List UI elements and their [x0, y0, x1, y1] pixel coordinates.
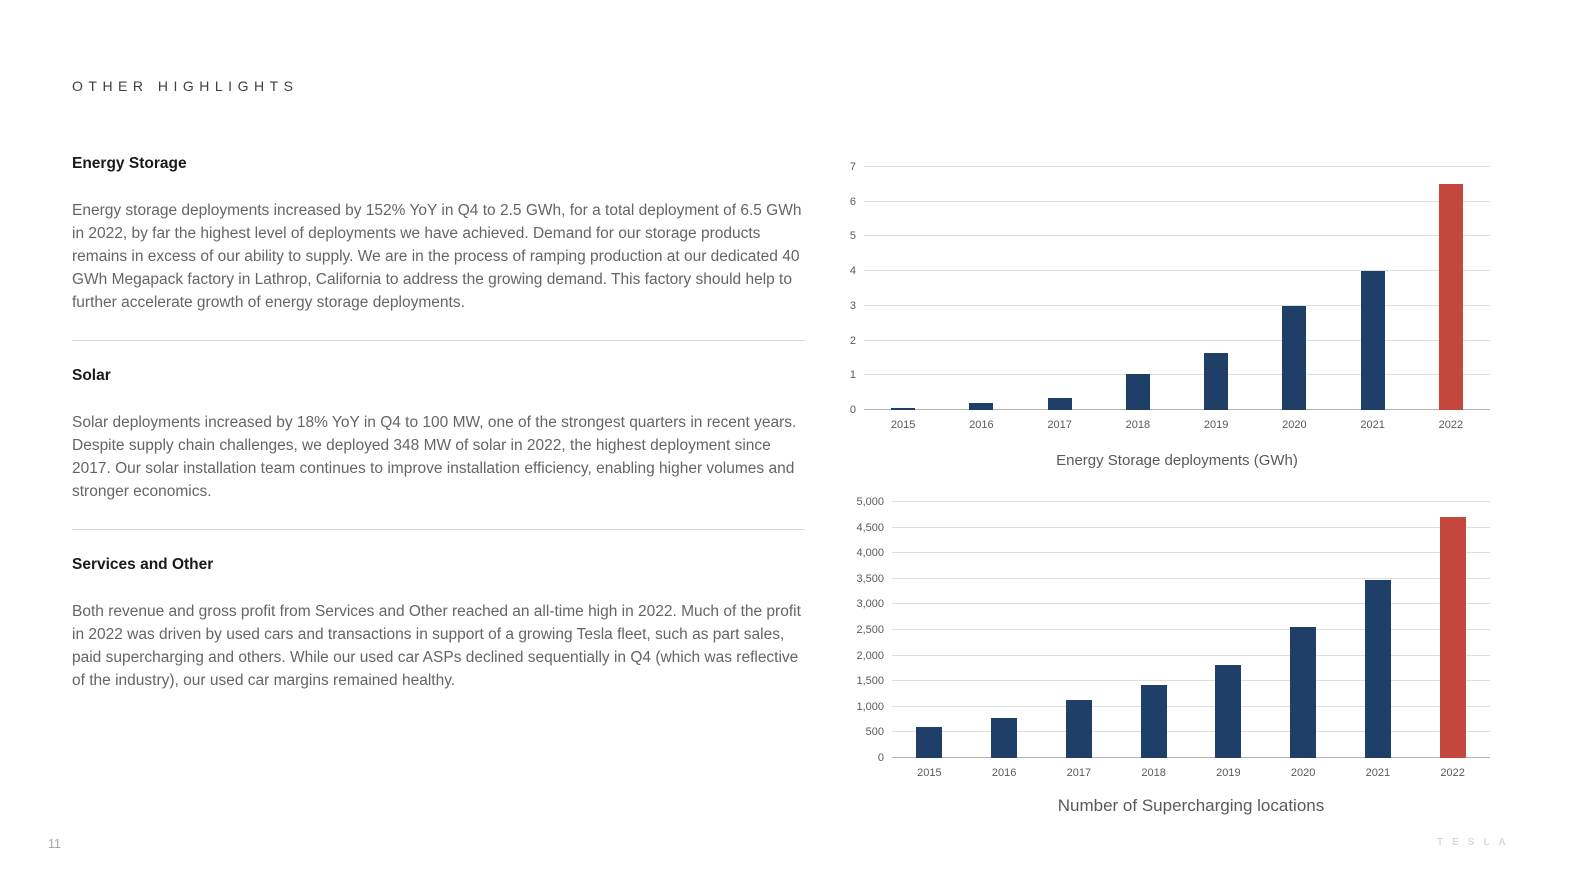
x-tick-label: 2015	[890, 419, 916, 431]
gridline	[864, 304, 1490, 306]
gridline	[892, 654, 1490, 656]
section-heading: Services and Other	[72, 556, 214, 573]
page-title: OTHER HIGHLIGHTS	[72, 78, 299, 94]
gridline	[892, 757, 1490, 758]
y-tick-label: 5,000	[856, 496, 884, 508]
gridline	[892, 705, 1490, 707]
gridline	[864, 374, 1490, 376]
chart-body: 0 1 2 3 4 5 6 7	[820, 161, 1490, 416]
gridline	[892, 552, 1490, 554]
x-tick-label: 2015	[917, 767, 942, 779]
y-tick-label: 5	[849, 230, 856, 243]
bar	[1360, 271, 1385, 410]
chart-energy-storage-deployments: 0 1 2 3 4 5 6 7 2015 2016 2017 2018 2019 2020 2021 202…	[820, 161, 1490, 469]
bar	[1290, 626, 1317, 758]
gridline	[892, 680, 1490, 682]
gridline	[864, 409, 1490, 410]
y-tick-label: 3	[849, 299, 856, 312]
x-tick-label: 2017	[1047, 419, 1072, 431]
gridline	[892, 629, 1490, 630]
bar	[1282, 305, 1307, 410]
bar	[1047, 397, 1072, 410]
y-tick-label: 0	[849, 404, 856, 416]
section-heading: Energy Storage	[72, 155, 187, 172]
bar	[1140, 685, 1167, 758]
y-tick-label: 500	[865, 726, 884, 739]
y-axis: 0 500 1,000 1,500 2,000 2,500 3,000 3,500 4,000 4…	[848, 496, 892, 764]
y-tick-label: 4,500	[856, 521, 884, 534]
gridline	[892, 501, 1490, 502]
y-tick-label: 1	[849, 369, 856, 382]
gridline	[864, 166, 1490, 167]
x-tick-label: 2016	[969, 419, 994, 431]
chart-body: 0 500 1,000 1,500 2,000 2,500 3,000 3,500 4,000 4…	[848, 496, 1490, 764]
x-tick-label: 2019	[1216, 767, 1241, 779]
x-tick-label: 2020	[1282, 419, 1307, 431]
y-tick-label: 2,000	[856, 649, 884, 662]
gridline	[864, 339, 1490, 341]
y-tick-label: 3,500	[856, 572, 884, 585]
y-tick-label: 2	[849, 334, 856, 347]
bar	[916, 727, 943, 758]
x-tick-label: 2021	[1365, 767, 1391, 779]
x-tick-label: 2016	[991, 767, 1017, 779]
chart-supercharging-locations: 0 500 1,000 1,500 2,000 2,500 3,000 3,500 4,000 4…	[848, 496, 1490, 816]
bar	[1215, 664, 1242, 758]
bar	[1439, 517, 1466, 758]
y-tick-label: 6	[849, 195, 856, 208]
x-axis: 2015 2016 2017 2018 2019 2020 2021 2022	[864, 410, 1490, 436]
x-tick-label: 2018	[1125, 419, 1151, 431]
gridline	[892, 577, 1490, 579]
plot-area	[892, 501, 1490, 758]
x-tick-label: 2020	[1290, 767, 1316, 779]
section-heading: Solar	[72, 367, 111, 384]
section-solar: Solar Solar deployments increased by 18%…	[72, 367, 805, 503]
plot-area	[864, 166, 1490, 410]
section-body: Solar deployments increased by 18% YoY i…	[72, 414, 797, 500]
gridline	[864, 235, 1490, 237]
x-tick-label: 2021	[1360, 419, 1385, 431]
x-tick-label: 2022	[1438, 419, 1464, 431]
section-divider	[72, 340, 805, 341]
y-tick-label: 0	[877, 752, 884, 764]
y-tick-label: 1,500	[856, 675, 884, 688]
bar	[969, 403, 994, 410]
bar	[1125, 373, 1150, 410]
x-axis: 2015 2016 2017 2018 2019 2020 2021 2022	[892, 758, 1490, 784]
section-body: Both revenue and gross profit from Servi…	[72, 603, 801, 689]
bar	[891, 408, 916, 410]
gridline	[892, 603, 1490, 605]
page-number: 11	[48, 837, 61, 851]
text-column: Energy Storage Energy storage deployment…	[72, 155, 805, 718]
y-tick-label: 1,000	[856, 700, 884, 713]
y-axis: 0 1 2 3 4 5 6 7	[820, 161, 864, 416]
gridline	[892, 731, 1490, 733]
section-services-and-other: Services and Other Both revenue and gros…	[72, 556, 805, 692]
section-divider	[72, 529, 805, 530]
bar	[1438, 184, 1463, 410]
y-tick-label: 7	[849, 161, 856, 173]
y-tick-label: 4	[849, 265, 856, 278]
gridline	[892, 526, 1490, 528]
x-tick-label: 2017	[1066, 767, 1092, 779]
y-tick-label: 3,000	[856, 598, 884, 611]
tesla-logo: TESLA	[1437, 837, 1515, 848]
y-tick-label: 4,000	[856, 547, 884, 560]
chart-title: Number of Supercharging locations	[1057, 796, 1325, 815]
gridline	[864, 200, 1490, 202]
chart-title: Energy Storage deployments (GWh)	[1056, 452, 1298, 469]
bar	[1204, 352, 1229, 410]
gridline	[864, 270, 1490, 272]
x-tick-label: 2019	[1203, 419, 1229, 431]
bar	[1065, 700, 1092, 758]
section-energy-storage: Energy Storage Energy storage deployment…	[72, 155, 805, 314]
x-tick-label: 2022	[1440, 767, 1465, 779]
y-tick-label: 2,500	[856, 624, 884, 636]
bar	[1364, 579, 1391, 758]
section-body: Energy storage deployments increased by …	[72, 202, 802, 311]
x-tick-label: 2018	[1141, 767, 1166, 779]
bar	[991, 717, 1018, 758]
